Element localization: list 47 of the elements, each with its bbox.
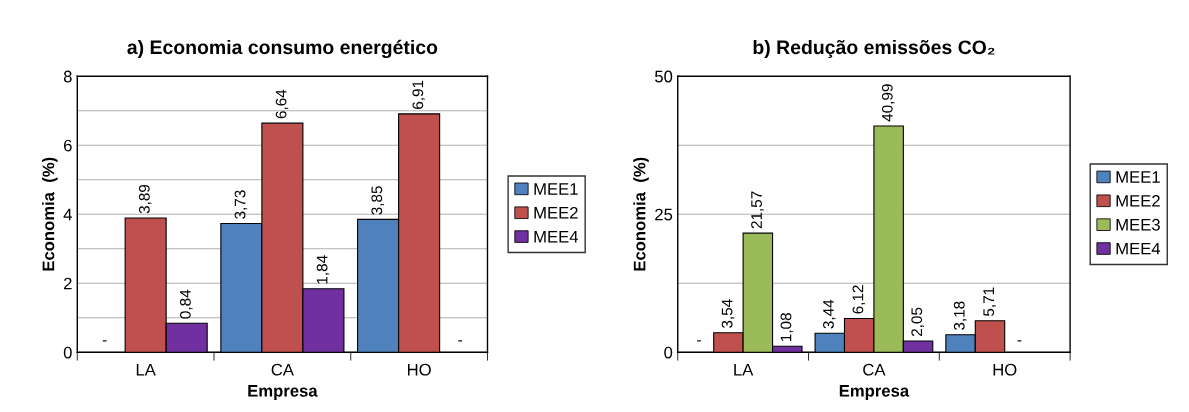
text: - [1017, 340, 1022, 342]
data-label: 1,08 [780, 313, 794, 341]
y-tick-label: 0 [63, 346, 72, 359]
data-label: 3,44 [823, 299, 836, 329]
y-axis-title: Economia (%) [633, 157, 649, 271]
data-label: 0,84 [179, 289, 193, 319]
data-label: 1,84 [316, 255, 330, 284]
legend-label: MEE2 [1116, 194, 1160, 207]
legend-label: MEE2 [534, 206, 578, 219]
legend-label: MEE1 [1116, 171, 1160, 183]
data-label: 6,91 [412, 80, 426, 109]
x-tick-label: LA [734, 363, 754, 376]
data-label: 40,99 [881, 84, 895, 122]
data-label: 21,57 [751, 191, 764, 229]
data-label: 3,54 [721, 299, 735, 328]
data-label: 3,89 [138, 184, 152, 214]
x-tick-label: HO [993, 363, 1017, 376]
x-tick-label: CA [863, 363, 886, 376]
chart-title: b) Redução emissões CO₂ [753, 39, 995, 59]
legend-label: MEE3 [1116, 218, 1160, 231]
text: - [458, 340, 463, 342]
y-tick-label: 2 [63, 277, 72, 290]
text: - [102, 340, 107, 342]
data-label: 2,05 [911, 307, 924, 337]
x-tick-label: LA [136, 363, 156, 376]
data-label: 3,85 [371, 186, 385, 215]
x-tick-label: CA [271, 363, 294, 376]
y-tick-label: 8 [63, 70, 72, 83]
chart-title: a) Economia consumo energético [127, 39, 438, 59]
y-axis-title: Economia (%) [42, 157, 58, 271]
legend-label: MEE4 [534, 230, 579, 243]
data-label: 3,18 [953, 301, 967, 330]
y-tick-label: 50 [655, 70, 673, 83]
y-tick-label: 25 [655, 208, 673, 221]
x-tick-label: HO [407, 363, 431, 376]
data-label: 5,71 [983, 287, 996, 316]
text: - [697, 340, 701, 342]
y-tick-label: 0 [664, 346, 673, 359]
data-label: 3,73 [234, 190, 248, 219]
data-label: 6,64 [275, 89, 289, 119]
x-axis-title: Empresa [839, 385, 910, 400]
data-label: 6,12 [852, 285, 866, 314]
y-tick-label: 4 [63, 208, 72, 221]
legend-label: MEE1 [534, 183, 578, 195]
x-axis-title: Empresa [248, 385, 318, 400]
legend-label: MEE4 [1116, 242, 1161, 255]
y-tick-label: 6 [64, 139, 72, 152]
